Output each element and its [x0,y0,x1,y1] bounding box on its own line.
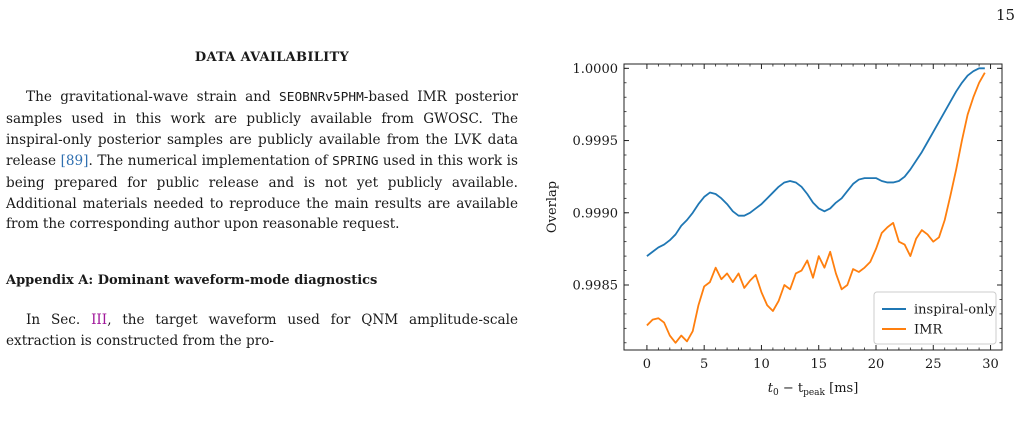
data-availability-heading: DATA AVAILABILITY [194,50,350,65]
da-text-2: -based IMR posterior samples used in thi… [6,89,518,169]
section-ref-link[interactable]: III [91,312,108,329]
legend-box [873,291,997,345]
y-tick-label: 1.0000 [573,62,619,77]
y-axis-label: Overlap [545,181,560,233]
da-text-1: The gravitational-wave strain and [26,89,280,105]
x-label-sub0: 0 [773,388,779,398]
da-text-4: used in this work is being prepared for … [6,152,518,233]
x-tick-label: 15 [810,357,827,372]
overlap-figure: 0 5 10 15 20 25 30 0.9985 0.9990 0.9995 1.0000 ins… [536,50,1028,410]
x-tick-label: 0 [643,357,651,372]
x-tick-label: 30 [982,357,999,372]
x-label-unit: [ms] [825,381,858,396]
seobnr-code: SEOBNRv5PHM [279,90,364,105]
x-label-minus: − t [779,381,804,396]
y-tick-label: 0.9990 [573,206,619,221]
plot-area-frame [623,63,1003,351]
x-axis-label: t0 − tpeak [ms] [768,381,859,398]
overlap-chart: 0 5 10 15 20 25 30 0.9985 0.9990 0.9995 1.0000 ins… [545,62,1003,398]
legend-label: IMR [914,323,943,338]
page-number: 15 [996,6,1016,24]
y-tick-label: 0.9985 [573,279,619,294]
ap-text-1: In Sec. [26,312,92,329]
da-text-3: . The numerical implementation of [88,152,333,169]
legend-label: inspiral-only [914,303,997,318]
x-label-t: t [768,381,774,396]
spring-code: SPRING [332,153,379,169]
series-line-imr [646,72,986,344]
appendix-paragraph: In Sec. III, the target waveform used fo… [6,310,518,352]
series-line-inspiral-only [646,67,985,257]
ap-text-2: , the target waveform used for QNM ampli… [6,312,519,350]
x-tick-label: 5 [700,357,708,372]
appendix-heading: Appendix A: Dominant waveform-mode diagn… [6,273,378,289]
y-tick-label: 0.9995 [573,134,619,149]
x-tick-label: 10 [753,357,770,372]
citation-link-89[interactable]: [89] [60,152,89,169]
left-column: DATA AVAILABILITY The gravitational-wave… [6,50,518,352]
x-tick-label: 25 [925,357,942,372]
x-label-sub-peak: peak [803,388,825,398]
data-availability-paragraph: The gravitational-wave strain and SEOBNR… [6,87,518,235]
x-tick-label: 20 [868,357,885,372]
